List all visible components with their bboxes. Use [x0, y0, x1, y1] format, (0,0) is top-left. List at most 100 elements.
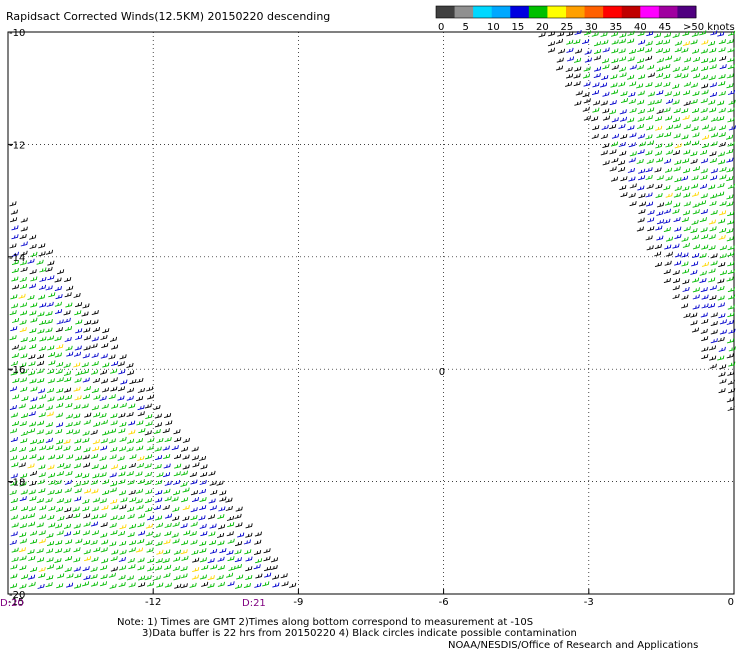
wind-barb — [164, 480, 172, 486]
wind-barb — [29, 243, 37, 249]
wind-barb — [109, 541, 117, 547]
wind-barb — [137, 513, 146, 519]
wind-barb — [83, 345, 91, 351]
wind-barb — [118, 582, 126, 588]
wind-barb — [19, 260, 27, 266]
wind-barb — [610, 82, 618, 88]
wind-barb — [174, 583, 182, 589]
wind-barb — [709, 285, 717, 291]
wind-barb — [171, 532, 179, 538]
wind-barb — [110, 344, 119, 350]
wind-barb — [46, 301, 54, 307]
wind-barb — [655, 193, 663, 199]
wind-barb — [710, 312, 718, 318]
wind-barb — [646, 125, 654, 131]
wind-barb — [9, 405, 17, 411]
wind-barb — [636, 64, 644, 70]
wind-barb — [674, 260, 682, 266]
wind-barb — [20, 413, 29, 419]
wind-barb — [63, 362, 71, 368]
wind-barb — [717, 355, 725, 361]
wind-barb — [129, 379, 137, 385]
wind-barb — [190, 515, 198, 521]
wind-barb — [126, 471, 134, 477]
wind-barb — [111, 504, 119, 510]
plot-frame — [7, 31, 735, 595]
wind-barb — [618, 123, 626, 129]
wind-barb — [674, 252, 683, 258]
wind-barb — [20, 430, 28, 436]
wind-barb — [584, 49, 592, 55]
wind-barb — [210, 564, 218, 570]
legend-swatch — [584, 6, 604, 18]
wind-barb — [717, 182, 725, 188]
wind-barb — [137, 557, 145, 563]
wind-barb — [29, 496, 37, 502]
wind-barb — [128, 582, 136, 588]
wind-barb — [701, 124, 710, 130]
wind-barb — [663, 218, 671, 224]
wind-barb — [172, 538, 180, 544]
wind-barb — [699, 30, 707, 36]
wind-barb — [65, 413, 73, 419]
wind-barb — [682, 158, 690, 164]
wind-barb — [55, 327, 63, 333]
wind-barb — [243, 583, 251, 589]
wind-barb — [108, 394, 116, 400]
wind-barb — [119, 549, 127, 555]
wind-barb — [90, 566, 98, 572]
wind-barb — [718, 39, 726, 45]
wind-barb — [717, 285, 725, 291]
wind-barb — [645, 115, 653, 121]
wind-barb — [627, 117, 635, 123]
wind-barb — [254, 558, 263, 564]
legend-swatch — [473, 6, 493, 18]
wind-barb — [75, 334, 83, 340]
wind-barb — [92, 473, 100, 479]
wind-barb — [681, 252, 689, 258]
wind-barb — [110, 530, 118, 536]
wind-barb — [690, 151, 698, 157]
wind-barb — [20, 489, 28, 495]
wind-barb — [36, 403, 45, 409]
wind-barb — [120, 497, 128, 503]
wind-barb — [27, 521, 36, 527]
wind-barb — [100, 378, 109, 384]
wind-barb — [90, 521, 99, 527]
wind-barb — [601, 39, 609, 45]
wind-barb — [584, 57, 592, 63]
wind-barb — [173, 549, 181, 555]
wind-barb — [64, 498, 72, 504]
wind-barb — [164, 513, 173, 519]
wind-barb — [155, 558, 163, 564]
wind-barb — [126, 387, 135, 393]
wind-barb — [91, 464, 99, 470]
wind-barb — [18, 293, 26, 299]
wind-barb — [27, 549, 35, 555]
wind-barb — [19, 234, 27, 240]
wind-barb — [99, 513, 107, 519]
wind-barb — [662, 48, 671, 54]
wind-barb — [692, 91, 700, 97]
wind-barb — [101, 539, 109, 545]
wind-barb — [55, 412, 63, 418]
wind-barb — [48, 292, 56, 298]
wind-barb — [27, 294, 35, 300]
wind-barb — [673, 217, 681, 223]
wind-barb — [717, 116, 725, 122]
wind-barb — [672, 208, 680, 214]
wind-barb — [593, 41, 602, 47]
wind-barb — [707, 303, 716, 309]
wind-barb — [45, 311, 53, 317]
wind-barb — [164, 437, 172, 443]
wind-barb — [243, 539, 251, 545]
wind-barb — [591, 133, 599, 139]
wind-barb — [29, 404, 37, 410]
wind-barb — [19, 377, 27, 383]
wind-barb — [182, 437, 190, 443]
wind-barb — [192, 567, 200, 573]
wind-barb — [19, 362, 27, 368]
wind-barb — [637, 116, 645, 122]
wind-barb — [135, 547, 144, 553]
wind-barb — [199, 557, 207, 563]
